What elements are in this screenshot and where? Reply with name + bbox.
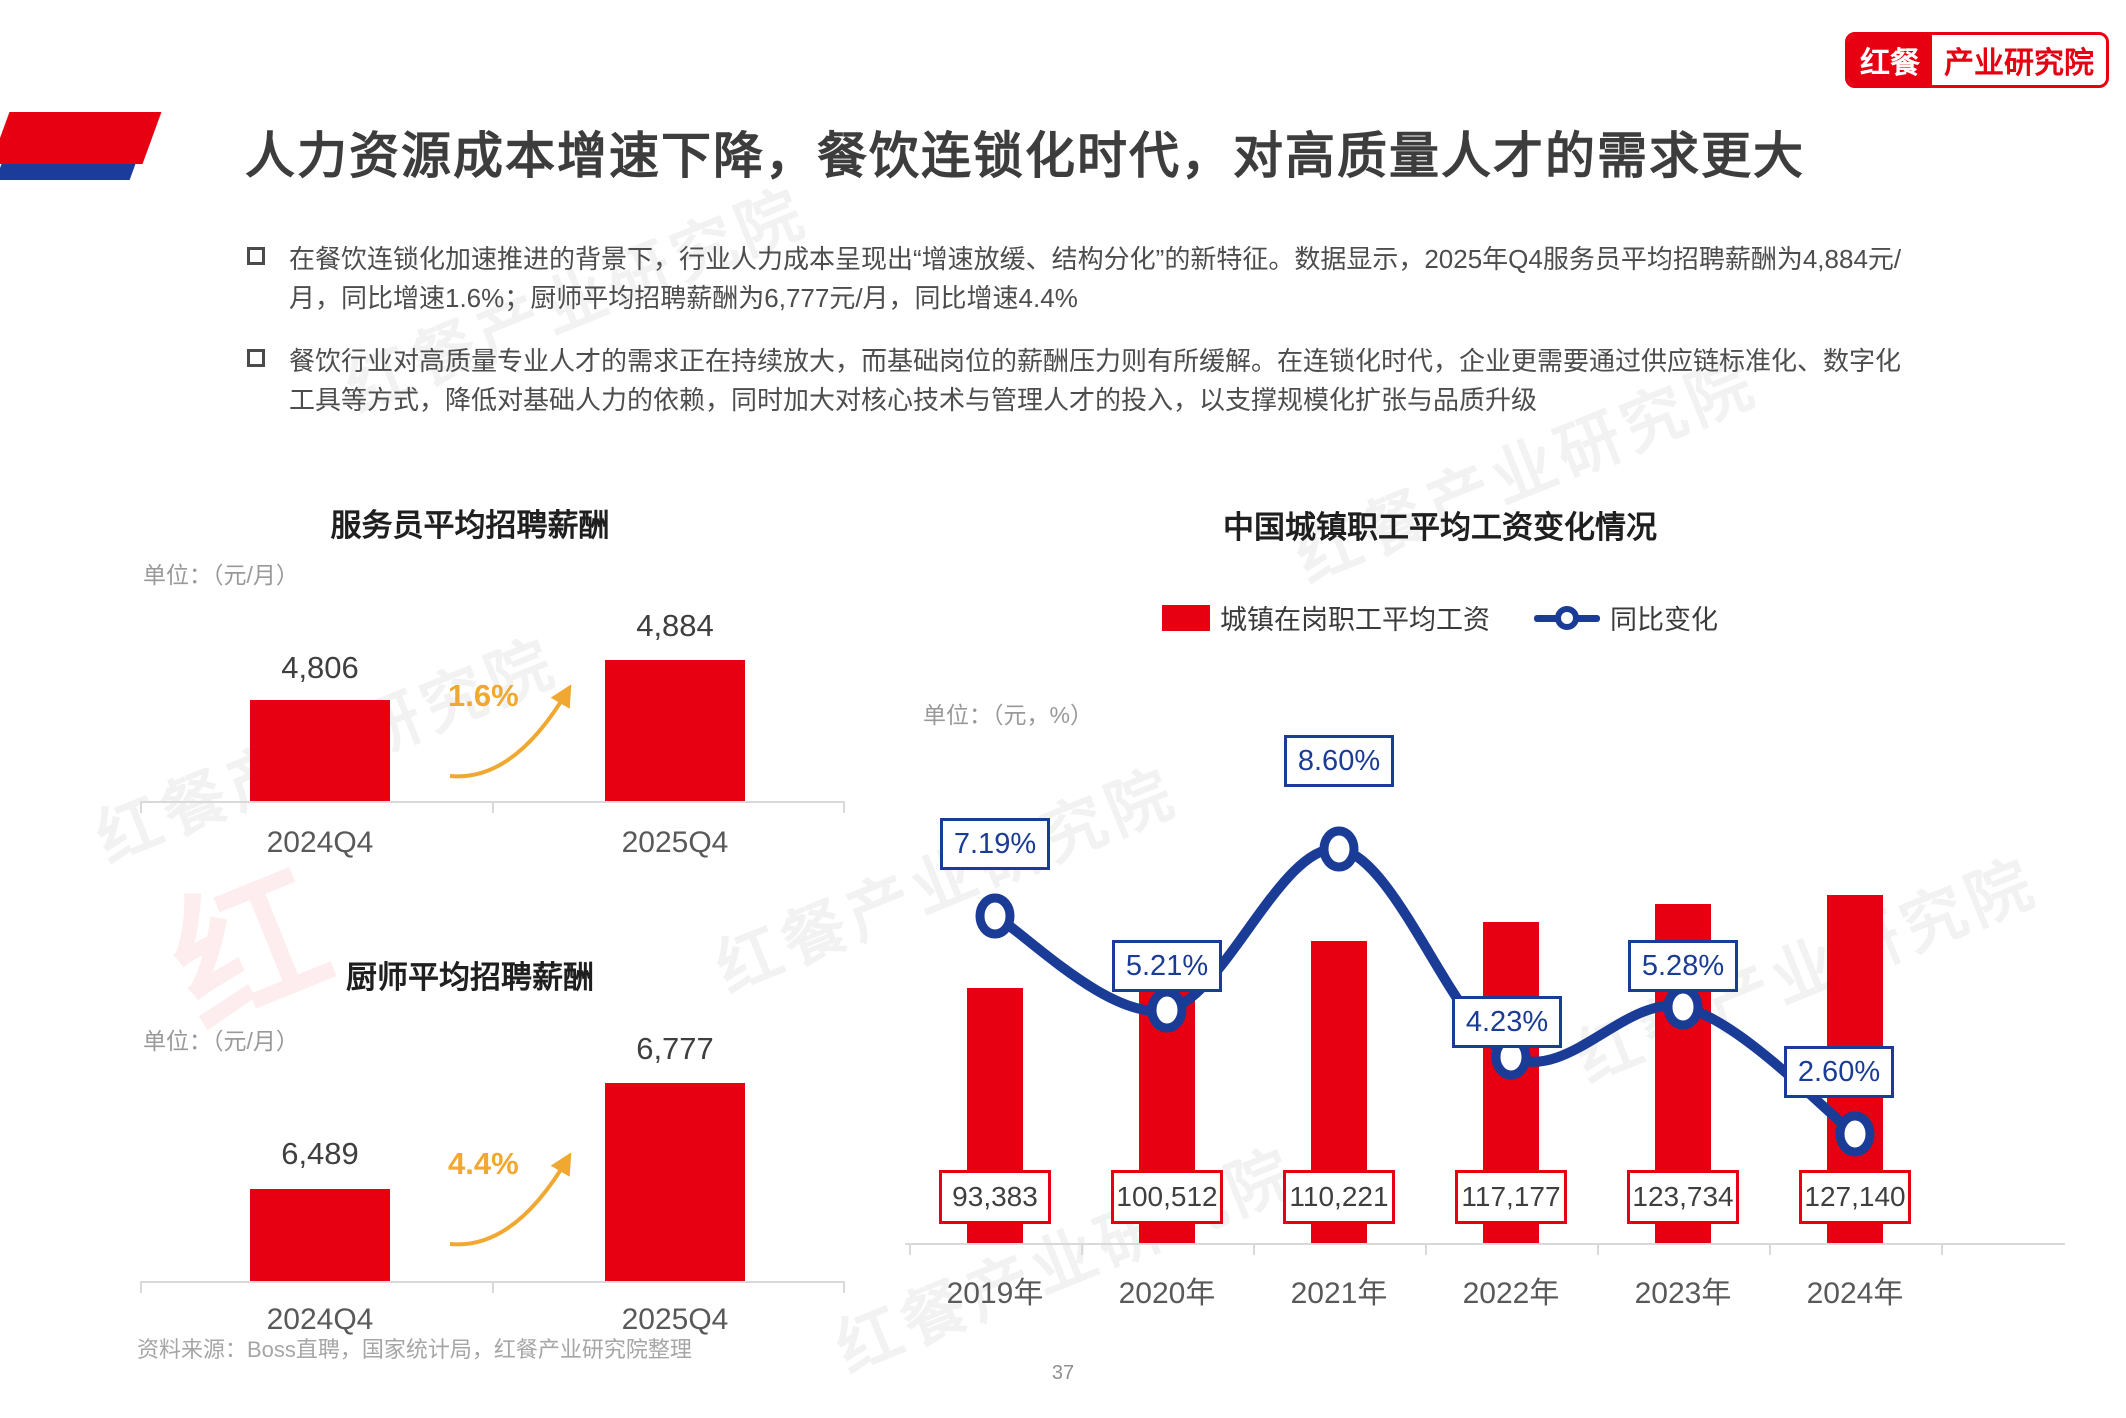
bullet-text: 餐饮行业对高质量专业人才的需求正在持续放大，而基础岗位的薪酬压力则有所缓解。在连… (289, 346, 1902, 415)
growth-label-waiter: 1.6% (448, 678, 519, 713)
chart-title-wages: 中国城镇职工平均工资变化情况 (1223, 510, 1657, 545)
x-axis-label: 2024Q4 (266, 826, 374, 859)
x-axis-label: 2024Q4 (266, 1303, 374, 1336)
axis-tick (1597, 1245, 1599, 1255)
source-note: 资料来源：Boss直聘，国家统计局，红餐产业研究院整理 (137, 1337, 692, 1362)
bullet-square-icon (247, 349, 265, 367)
axis-tick (1425, 1245, 1427, 1255)
yoy-label-2020: 5.21% (1112, 940, 1222, 992)
chart-title-chef: 厨师平均招聘薪酬 (346, 960, 594, 995)
line-marker-2019 (975, 893, 1015, 939)
bullet-text: 在餐饮连锁化加速推进的背景下，行业人力成本呈现出“增速放缓、结构分化”的新特征。… (289, 244, 1902, 313)
wage-label-2024: 127,140 (1799, 1170, 1911, 1224)
line-marker-2021 (1319, 826, 1359, 872)
axis-tick (1253, 1245, 1255, 1255)
x-axis-label: 2025Q4 (621, 1303, 729, 1336)
wage-label-2021: 110,221 (1283, 1170, 1395, 1224)
legend-label: 城镇在岗职工平均工资 (1220, 605, 1490, 635)
x-axis (140, 1281, 845, 1283)
wage-label-2022: 117,177 (1455, 1170, 1567, 1224)
line-marker-2020 (1147, 987, 1187, 1033)
x-axis-label: 2022年 (1462, 1277, 1560, 1310)
chart-unit-wages: 单位：（元，%） (923, 702, 1093, 728)
legend-bar-swatch-icon (1162, 604, 1210, 631)
x-axis (905, 1243, 2065, 1245)
x-axis-label: 2024年 (1806, 1277, 1904, 1310)
x-axis-label: 2020年 (1118, 1277, 1216, 1310)
bar-value-label: 6,777 (636, 1031, 714, 1066)
axis-tick (1769, 1245, 1771, 1255)
axis-tick (1081, 1245, 1083, 1255)
axis-tick (140, 803, 142, 813)
axis-tick (843, 803, 845, 813)
legend-line-marker-icon (1534, 605, 1600, 631)
yoy-label-2019: 7.19% (940, 818, 1050, 870)
bullet-list: 在餐饮连锁化加速推进的背景下，行业人力成本呈现出“增速放缓、结构分化”的新特征。… (245, 240, 1910, 444)
wage-label-2019: 93,383 (939, 1170, 1051, 1224)
bar-chef-2025q4 (605, 1083, 745, 1283)
axis-tick (492, 1283, 494, 1293)
yoy-label-2021: 8.60% (1284, 735, 1394, 787)
bar-value-label: 6,489 (281, 1136, 359, 1171)
chart-unit-waiter: 单位：（元/月） (143, 562, 299, 588)
legend-item-bar: 城镇在岗职工平均工资 (1162, 598, 1490, 637)
title-accent-red (0, 112, 162, 164)
legend-item-line: 同比变化 (1534, 598, 1718, 637)
x-axis-label: 2021年 (1290, 1277, 1388, 1310)
x-axis-label: 2025Q4 (621, 826, 729, 859)
page-title: 人力资源成本增速下降，餐饮连锁化时代，对高质量人才的需求更大 (245, 128, 1805, 184)
yoy-label-2024: 2.60% (1784, 1046, 1894, 1098)
wage-label-2020: 100,512 (1111, 1170, 1223, 1224)
axis-tick (909, 1245, 911, 1255)
growth-arrow-icon (449, 684, 572, 779)
chart-legend: 城镇在岗职工平均工资 同比变化 (860, 598, 2020, 637)
axis-tick (1941, 1245, 1943, 1255)
chart-unit-chef: 单位：（元/月） (143, 1028, 299, 1054)
axis-tick (492, 803, 494, 813)
wage-label-2023: 123,734 (1627, 1170, 1739, 1224)
x-axis (140, 801, 845, 803)
bar-waiter-2024q4 (250, 700, 390, 803)
brand-logo-mark: 红餐 (1848, 35, 1932, 85)
axis-tick (140, 1283, 142, 1293)
line-marker-2023 (1663, 984, 1703, 1030)
brand-logo-suffix: 产业研究院 (1944, 47, 2094, 80)
line-marker-2024 (1835, 1111, 1875, 1157)
bar-chef-2024q4 (250, 1189, 390, 1283)
bullet-item: 餐饮行业对高质量专业人才的需求正在持续放大，而基础岗位的薪酬压力则有所缓解。在连… (245, 342, 1910, 420)
bullet-square-icon (247, 247, 265, 265)
legend-label: 同比变化 (1610, 605, 1718, 635)
x-axis-label: 2019年 (946, 1277, 1044, 1310)
bullet-item: 在餐饮连锁化加速推进的背景下，行业人力成本呈现出“增速放缓、结构分化”的新特征。… (245, 240, 1910, 318)
yoy-label-2022: 4.23% (1452, 996, 1562, 1048)
bar-value-label: 4,806 (281, 650, 359, 685)
yoy-label-2023: 5.28% (1628, 940, 1738, 992)
brand-logo: 红餐 产业研究院 (1845, 32, 2109, 88)
axis-tick (843, 1283, 845, 1293)
growth-label-chef: 4.4% (448, 1146, 519, 1181)
page-number: 37 (1051, 1362, 1075, 1384)
x-axis-label: 2023年 (1634, 1277, 1732, 1310)
yoy-line-chart (975, 826, 1875, 1157)
chart-title-waiter: 服务员平均招聘薪酬 (330, 508, 610, 543)
growth-arrow-icon (449, 1152, 572, 1247)
bar-waiter-2025q4 (605, 660, 745, 803)
bar-value-label: 4,884 (636, 608, 714, 643)
